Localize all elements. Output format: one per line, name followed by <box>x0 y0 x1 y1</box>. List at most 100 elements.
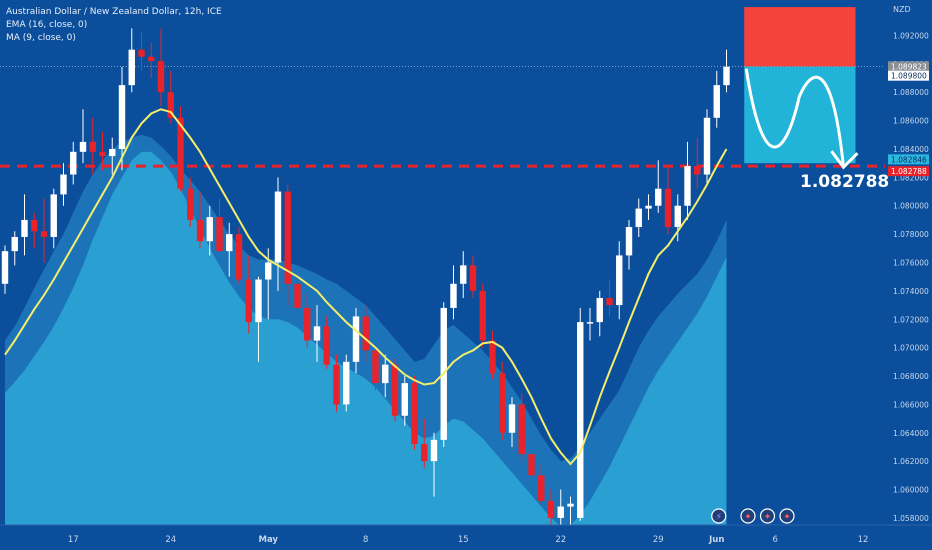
projection-path <box>744 68 845 168</box>
event-icon-glyph: ✦ <box>764 513 772 523</box>
bull-candle <box>70 151 77 175</box>
event-icon <box>759 508 776 524</box>
bull-candle <box>21 219 28 237</box>
event-icon-glyph: ⚡ <box>716 513 722 523</box>
price-tick-label: 1.058000 <box>893 514 929 523</box>
bear-candle <box>148 56 155 62</box>
bear-candle <box>138 49 145 57</box>
bull-candle <box>11 236 18 252</box>
bear-candle <box>499 373 506 433</box>
price-tick-label: 1.084000 <box>893 145 929 154</box>
bull-candle <box>401 383 408 416</box>
price-tick-label: 1.078000 <box>893 230 929 239</box>
bear-candle <box>538 475 545 501</box>
bull-candle <box>645 205 652 209</box>
bull-candle <box>109 148 116 157</box>
price-badge <box>888 61 929 72</box>
bull-candle <box>713 85 720 118</box>
time-tick-label: 8 <box>363 535 368 545</box>
price-tick-label: 1.074000 <box>893 287 929 296</box>
bull-candle <box>684 166 691 206</box>
bull-candle <box>226 234 233 252</box>
bear-candle <box>216 217 223 252</box>
time-axis-panel <box>0 525 932 550</box>
bull-candle <box>352 316 360 362</box>
bull-candle <box>674 205 681 228</box>
bear-candle <box>323 326 330 365</box>
bull-candle <box>655 188 662 206</box>
bear-candle <box>167 92 174 118</box>
bear-candle <box>528 454 535 476</box>
time-tick-label: 15 <box>458 535 469 545</box>
price-tick-label: 1.070000 <box>893 344 929 353</box>
price-tick-label: 1.072000 <box>893 315 929 324</box>
bull-candle <box>625 227 633 256</box>
bull-candle <box>557 506 564 518</box>
bull-candle <box>723 66 730 86</box>
bull-candle <box>255 279 262 323</box>
price-badge <box>888 70 929 81</box>
price-tick-label: 1.080000 <box>893 202 929 211</box>
bull-candle <box>118 85 126 149</box>
price-badge <box>888 166 929 177</box>
price-badge-label: 1.089823 <box>891 62 927 71</box>
bear-candle <box>235 234 243 280</box>
bull-candle <box>596 297 603 323</box>
take-profit-zone <box>744 66 856 164</box>
event-icon <box>779 508 795 524</box>
time-tick-label: 22 <box>555 535 566 545</box>
bear-candle <box>469 265 477 291</box>
chart-legend: Australian Dollar / New Zealand Dollar, … <box>6 6 222 45</box>
event-icon-glyph: ✦ <box>783 513 791 523</box>
bear-candle <box>89 141 96 152</box>
bull-candle <box>616 255 623 306</box>
bear-candle <box>196 219 204 242</box>
price-badge-label: 1.082788 <box>891 167 927 176</box>
currency-label: NZD <box>893 5 911 14</box>
support-level-label: 1.082788 <box>800 172 890 192</box>
price-tick-label: 1.060000 <box>893 486 929 495</box>
bull-candle <box>703 117 711 175</box>
bull-candle <box>343 361 350 405</box>
bear-candle <box>411 383 418 445</box>
event-icon-glyph: ✦ <box>744 513 752 523</box>
bear-candle <box>479 290 486 341</box>
price-tick-label: 1.082000 <box>893 173 929 182</box>
bull-candle <box>382 364 389 384</box>
bear-candle <box>518 404 525 455</box>
event-icon <box>740 508 756 524</box>
price-tick-label: 1.064000 <box>893 429 929 438</box>
bear-candle <box>304 307 311 341</box>
price-tick-label: 1.068000 <box>893 372 929 381</box>
bear-candle <box>489 340 496 374</box>
price-badge <box>888 154 929 165</box>
time-tick-label: 24 <box>165 535 176 545</box>
bull-candle <box>265 262 272 280</box>
bull-candle <box>567 503 574 507</box>
bull-candle <box>430 439 438 462</box>
bear-candle <box>245 279 252 323</box>
bear-candle <box>391 364 399 416</box>
bear-candle <box>362 316 369 351</box>
price-tick-label: 1.092000 <box>893 31 929 40</box>
bull-candle <box>50 194 57 237</box>
bear-candle <box>40 231 48 237</box>
price-tick-label: 1.088000 <box>893 88 929 97</box>
bull-candle <box>586 322 594 324</box>
event-icon <box>711 508 727 524</box>
bull-candle <box>1 251 9 284</box>
bear-candle <box>294 283 301 308</box>
ema-legend: EMA (16, close, 0) <box>6 20 88 30</box>
price-tick-label: 1.062000 <box>893 457 929 466</box>
bull-candle <box>60 174 67 195</box>
time-tick-label: Jun <box>708 535 724 545</box>
bear-candle <box>421 444 428 462</box>
bear-candle <box>664 188 672 228</box>
bear-candle <box>99 151 106 157</box>
time-tick-label: 17 <box>68 535 79 545</box>
price-tick-label: 1.076000 <box>893 259 929 268</box>
bull-candle <box>577 322 584 518</box>
bull-candle <box>460 265 467 284</box>
